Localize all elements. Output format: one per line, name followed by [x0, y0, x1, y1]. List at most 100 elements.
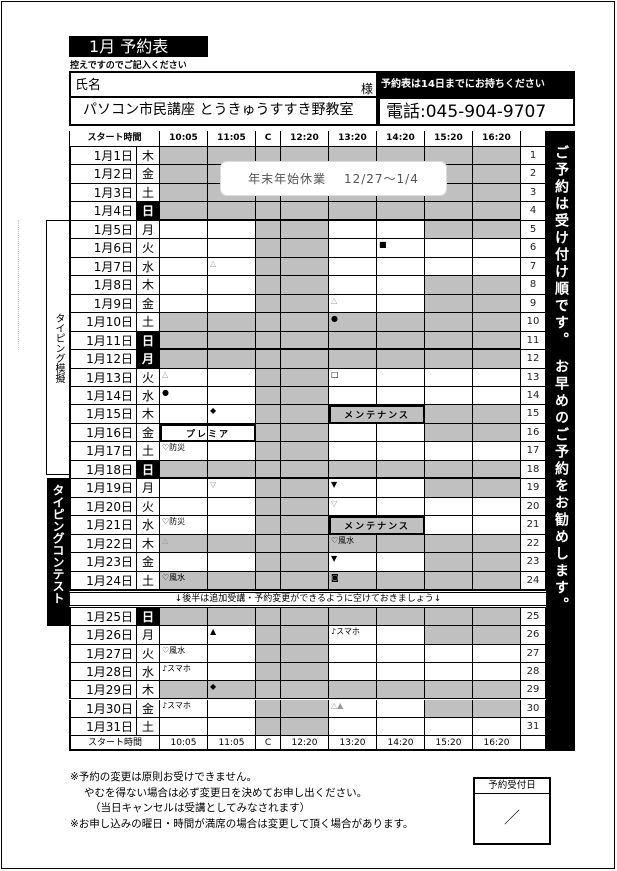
slot-cell[interactable]: [329, 257, 377, 277]
slot-cell[interactable]: [208, 368, 256, 387]
slot-cell[interactable]: [425, 442, 473, 461]
slot-cell[interactable]: [377, 257, 425, 277]
slot-cell[interactable]: [377, 497, 425, 517]
slot-cell[interactable]: ♪スマホ: [329, 626, 377, 645]
slot-cell[interactable]: [377, 479, 425, 498]
slot-cell[interactable]: [329, 276, 377, 295]
slot-cell: [473, 608, 521, 627]
slot-cell[interactable]: [160, 497, 208, 517]
slot-cell[interactable]: [160, 479, 208, 498]
slot-cell[interactable]: [160, 257, 208, 277]
slot-cell: [160, 313, 208, 332]
slot-cell[interactable]: [329, 717, 377, 737]
slot-cell[interactable]: ▼: [329, 553, 377, 572]
slot-cell[interactable]: [329, 662, 377, 682]
slot-cell[interactable]: [160, 294, 208, 314]
reception-date-box[interactable]: 予約受付日 ／: [473, 777, 551, 845]
slot-cell[interactable]: [425, 662, 473, 682]
slot-cell[interactable]: ♪スマホ: [160, 699, 208, 718]
slot-cell[interactable]: [208, 644, 256, 663]
slot-cell[interactable]: [329, 239, 377, 258]
slot-cell[interactable]: [329, 386, 377, 406]
slot-cell[interactable]: [329, 423, 377, 443]
slot-cell[interactable]: [377, 644, 425, 663]
slot-cell[interactable]: [160, 276, 208, 295]
slot-cell[interactable]: ▼: [329, 479, 377, 498]
slot-cell[interactable]: [329, 644, 377, 663]
slot-cell: [377, 608, 425, 627]
slot-cell[interactable]: [473, 717, 521, 737]
slot-cell[interactable]: [208, 497, 256, 517]
slot-cell[interactable]: ■: [377, 239, 425, 258]
slot-cell[interactable]: ◆: [208, 405, 256, 424]
slot-cell[interactable]: [473, 662, 521, 682]
slot-cell[interactable]: □: [329, 368, 377, 387]
slot-cell[interactable]: [160, 717, 208, 737]
slot-cell[interactable]: [208, 442, 256, 461]
slot-cell[interactable]: ●: [160, 386, 208, 406]
slot-cell[interactable]: [425, 368, 473, 387]
slot-cell[interactable]: [377, 626, 425, 645]
slot-cell[interactable]: [473, 368, 521, 387]
slot-cell[interactable]: △▲: [329, 699, 377, 718]
slot-cell[interactable]: [377, 294, 425, 314]
slot-cell[interactable]: [425, 257, 473, 277]
slot-cell[interactable]: [208, 294, 256, 314]
slot-cell[interactable]: [473, 644, 521, 663]
slot-cell[interactable]: [329, 220, 377, 240]
slot-cell[interactable]: [208, 553, 256, 572]
slot-cell[interactable]: [208, 276, 256, 295]
slot-cell: [160, 202, 208, 221]
name-field[interactable]: 氏名 様: [69, 71, 378, 98]
slot-cell[interactable]: [425, 644, 473, 663]
slot-cell[interactable]: [208, 220, 256, 240]
slot-cell[interactable]: [473, 239, 521, 258]
slot-cell[interactable]: [473, 386, 521, 406]
slot-cell[interactable]: [208, 239, 256, 258]
slot-cell[interactable]: [160, 405, 208, 424]
slot-cell[interactable]: [473, 497, 521, 517]
slot-cell[interactable]: [377, 662, 425, 682]
slot-cell[interactable]: [208, 662, 256, 682]
slot-cell[interactable]: ▲: [208, 626, 256, 645]
slot-cell[interactable]: [208, 717, 256, 737]
slot-cell[interactable]: [160, 553, 208, 572]
slot-cell[interactable]: [160, 239, 208, 258]
slot-cell[interactable]: [425, 717, 473, 737]
slot-cell[interactable]: [377, 368, 425, 387]
slot-cell[interactable]: △: [208, 257, 256, 277]
slot-cell[interactable]: ♡風水: [160, 644, 208, 663]
slot-cell[interactable]: [425, 497, 473, 517]
slot-cell[interactable]: [473, 257, 521, 277]
slot-cell[interactable]: ♡防災: [160, 442, 208, 461]
slot-cell[interactable]: [377, 699, 425, 718]
slot-cell: [377, 571, 425, 591]
slot-cell: [281, 662, 329, 682]
slot-cell[interactable]: ♡防災: [160, 516, 208, 535]
footer-slot: 15:20: [425, 736, 473, 751]
slot-cell[interactable]: [425, 239, 473, 258]
slot-cell[interactable]: ▽: [208, 479, 256, 498]
slot-cell[interactable]: △: [329, 294, 377, 314]
slot-cell[interactable]: [377, 386, 425, 406]
slot-cell[interactable]: [425, 386, 473, 406]
slot-cell[interactable]: [425, 516, 473, 535]
slot-cell[interactable]: △: [160, 368, 208, 387]
slot-cell[interactable]: ♪スマホ: [160, 662, 208, 682]
slot-cell[interactable]: [377, 276, 425, 295]
slot-cell[interactable]: [377, 442, 425, 461]
slot-cell[interactable]: [377, 220, 425, 240]
slot-cell[interactable]: [473, 442, 521, 461]
slot-cell: [160, 165, 208, 184]
slot-cell[interactable]: [160, 220, 208, 240]
slot-cell[interactable]: [208, 386, 256, 406]
slot-cell[interactable]: ▽: [329, 497, 377, 517]
slot-cell[interactable]: [329, 442, 377, 461]
slot-cell[interactable]: [377, 553, 425, 572]
slot-cell[interactable]: [208, 699, 256, 718]
slot-cell[interactable]: [377, 423, 425, 443]
slot-cell[interactable]: [208, 516, 256, 535]
slot-cell[interactable]: [160, 626, 208, 645]
slot-cell[interactable]: [377, 717, 425, 737]
slot-cell[interactable]: [473, 516, 521, 535]
